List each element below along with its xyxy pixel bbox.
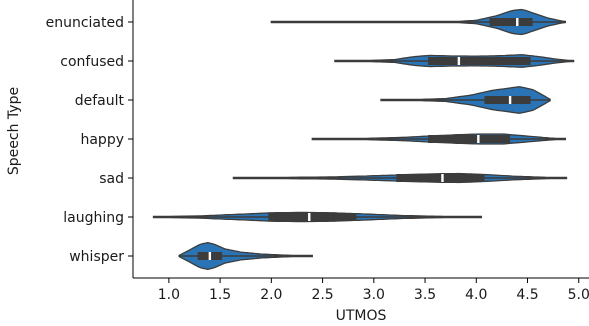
violin-laughing bbox=[152, 211, 483, 223]
iqr-box bbox=[268, 213, 357, 221]
x-tick-label: 2.5 bbox=[311, 287, 333, 303]
iqr-box bbox=[489, 18, 533, 26]
y-tick-label: happy bbox=[80, 132, 124, 148]
median-marker bbox=[477, 135, 480, 143]
x-tick-label: 5.0 bbox=[568, 287, 589, 303]
violin-happy bbox=[311, 133, 567, 145]
iqr-box bbox=[484, 96, 531, 104]
y-axis-title: Speech Type bbox=[6, 87, 22, 175]
median-marker bbox=[516, 18, 519, 26]
axes-layer: 1.0 1.5 2.0 2.5 3.0 3.5 4.0 4.5 5.0 enunciated con… bbox=[46, 0, 589, 303]
violin-whisper bbox=[178, 242, 313, 270]
median-marker bbox=[457, 57, 461, 65]
y-tick-label: whisper bbox=[69, 249, 124, 265]
y-tick-label: laughing bbox=[63, 210, 124, 226]
iqr-box bbox=[428, 135, 511, 143]
median-marker bbox=[508, 96, 512, 104]
x-tick-label: 3.0 bbox=[363, 287, 385, 303]
x-axis-title: UTMOS bbox=[336, 308, 387, 324]
x-tick-label: 1.5 bbox=[209, 287, 231, 303]
violin-enunciated bbox=[270, 8, 567, 36]
iqr-box bbox=[396, 174, 485, 182]
y-tick-label: confused bbox=[60, 54, 124, 70]
violin-sad bbox=[232, 172, 568, 184]
y-tick-label: enunciated bbox=[46, 15, 124, 31]
x-tick-label: 2.0 bbox=[260, 287, 282, 303]
x-tick-label: 4.0 bbox=[465, 287, 487, 303]
y-tick-label: default bbox=[75, 93, 125, 109]
x-tick-label: 3.5 bbox=[414, 287, 436, 303]
violin-default bbox=[380, 86, 551, 114]
median-marker bbox=[441, 174, 444, 182]
x-tick-label: 1.0 bbox=[158, 287, 180, 303]
y-tick-label: sad bbox=[99, 171, 124, 187]
iqr-box bbox=[428, 57, 531, 65]
x-tick-label: 4.5 bbox=[516, 287, 538, 303]
violin-confused bbox=[334, 54, 575, 68]
violins-layer bbox=[152, 8, 575, 270]
median-marker bbox=[308, 213, 311, 221]
median-marker bbox=[208, 252, 212, 260]
